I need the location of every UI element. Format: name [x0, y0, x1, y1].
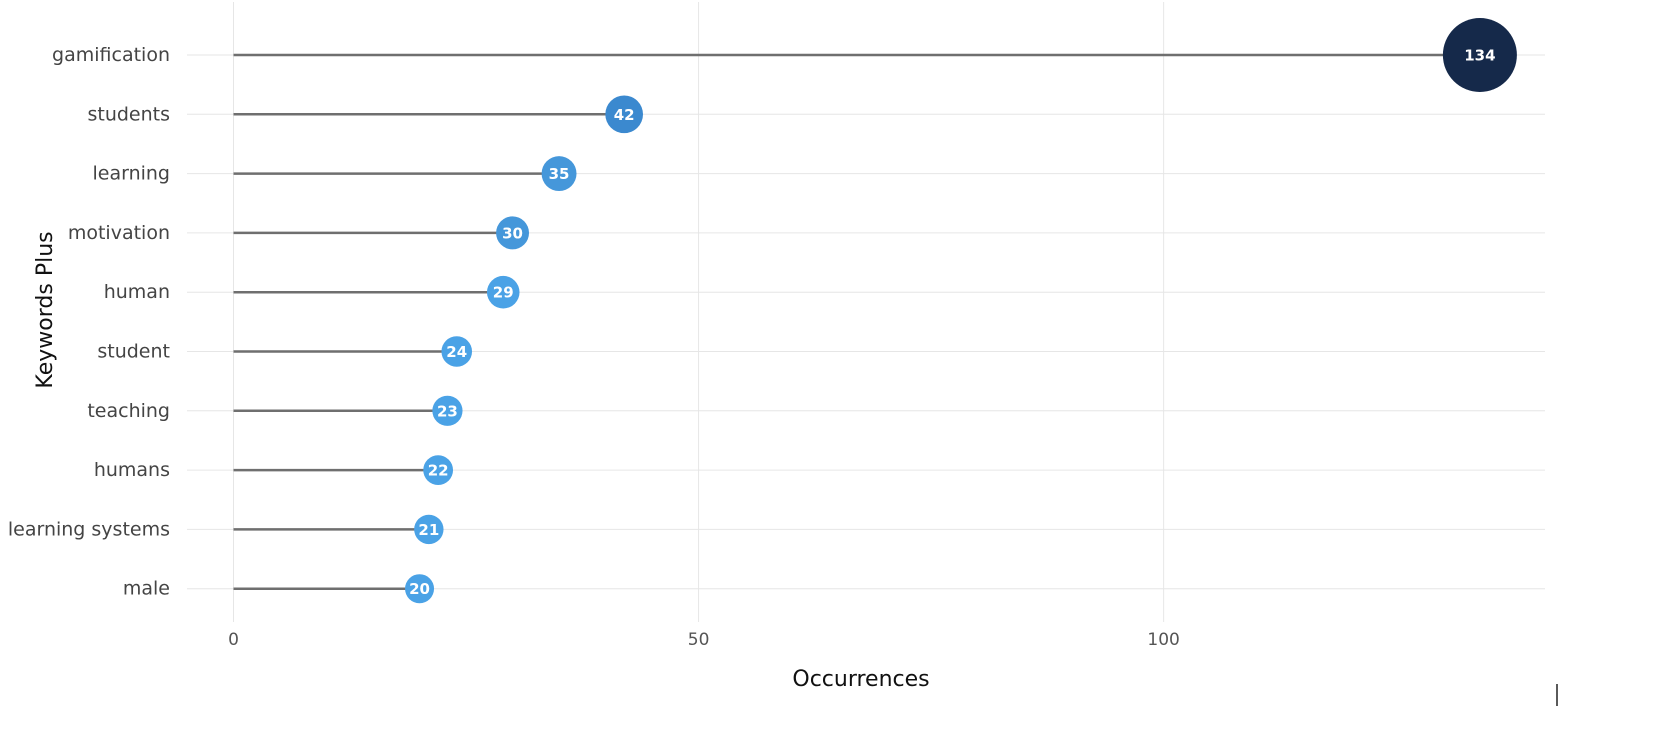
lollipop-dot	[414, 514, 444, 545]
value-label: 21	[418, 521, 439, 539]
lollipop-dot	[496, 216, 530, 250]
vertical-gridlines	[233, 2, 1165, 622]
x-tick-label: 100	[1147, 630, 1179, 650]
y-tick-label: student	[97, 341, 170, 363]
y-tick-label: humans	[94, 459, 170, 481]
x-axis-tick-labels: 0 50 100	[228, 630, 1180, 650]
y-tick-label: teaching	[87, 400, 170, 422]
y-tick-label: learning	[92, 163, 170, 185]
value-label: 30	[502, 224, 523, 242]
value-label: 23	[437, 402, 458, 420]
y-tick-label: male	[123, 578, 170, 600]
horizontal-gridlines	[187, 54, 1545, 590]
lollipop-dot	[605, 95, 644, 134]
value-label: 24	[446, 343, 467, 361]
value-label: 134	[1464, 47, 1495, 65]
lollipop-dot	[486, 275, 520, 309]
lollipop-stems	[233, 53, 1480, 590]
y-axis-title: Keywords Plus	[33, 231, 58, 388]
x-axis-title: Occurrences	[792, 667, 929, 692]
value-label: 35	[549, 165, 570, 183]
lollipop-dot	[541, 156, 577, 192]
lollipop-dot	[1442, 18, 1517, 92]
lollipop-dot	[432, 395, 463, 426]
y-axis-tick-labels: gamification students learning motivation hu…	[8, 44, 170, 600]
y-tick-label: students	[87, 103, 170, 125]
x-tick-label: 50	[688, 630, 710, 650]
value-label: 22	[428, 462, 449, 480]
x-tick-label: 0	[228, 630, 239, 650]
value-label: 29	[493, 284, 514, 302]
lollipop-dot	[405, 574, 435, 604]
y-tick-label: motivation	[68, 222, 170, 244]
y-tick-label: human	[104, 281, 170, 303]
lollipop-dots	[405, 18, 1517, 604]
lollipop-dot	[441, 336, 473, 367]
value-label: 20	[409, 580, 430, 598]
y-tick-label: gamification	[52, 44, 170, 66]
value-labels: 134 42 35 30 29 24 23 22 21 20	[409, 47, 1495, 599]
y-tick-label: learning systems	[8, 518, 170, 540]
lollipop-dot	[423, 455, 454, 485]
value-label: 42	[614, 106, 635, 124]
